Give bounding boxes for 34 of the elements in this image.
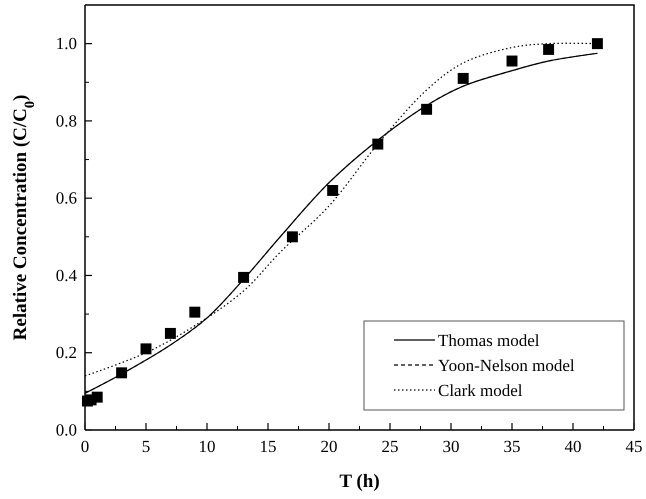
point bbox=[92, 392, 103, 403]
x-tick-label: 35 bbox=[504, 437, 520, 456]
x-tick-label: 25 bbox=[382, 437, 398, 456]
x-tick-label: 45 bbox=[626, 437, 642, 456]
point bbox=[238, 272, 250, 283]
x-tick-label: 0 bbox=[80, 437, 90, 456]
x-tick-label: 30 bbox=[442, 437, 460, 456]
point bbox=[543, 44, 554, 55]
y-tick-label: 0.2 bbox=[56, 343, 77, 362]
point bbox=[189, 306, 200, 318]
x-tick-label: 10 bbox=[198, 437, 216, 456]
point bbox=[506, 56, 518, 66]
x-tick-label: 5 bbox=[142, 437, 150, 456]
y-tick-label: 1.0 bbox=[56, 34, 77, 54]
point bbox=[421, 104, 432, 115]
legend-label: Yoon-Nelson model bbox=[438, 356, 575, 375]
y-tick-label: 0.6 bbox=[56, 188, 77, 208]
point bbox=[327, 184, 338, 196]
point bbox=[286, 231, 298, 242]
point bbox=[372, 138, 384, 150]
point bbox=[592, 38, 603, 50]
y-tick-label: 0.0 bbox=[56, 420, 77, 440]
point bbox=[164, 328, 176, 339]
legend-label: Thomas model bbox=[438, 331, 540, 350]
y-tick-label: 0.8 bbox=[56, 111, 77, 130]
x-tick-label: 20 bbox=[320, 437, 338, 456]
x-tick-label: 40 bbox=[564, 437, 582, 456]
y-tick-label: 0.4 bbox=[56, 266, 78, 285]
point bbox=[140, 343, 152, 354]
legend-label: Clark model bbox=[438, 381, 523, 400]
point bbox=[116, 367, 128, 378]
point bbox=[458, 72, 469, 84]
x-tick-label: 15 bbox=[260, 437, 276, 456]
x-axis-title: T (h) bbox=[339, 471, 380, 492]
